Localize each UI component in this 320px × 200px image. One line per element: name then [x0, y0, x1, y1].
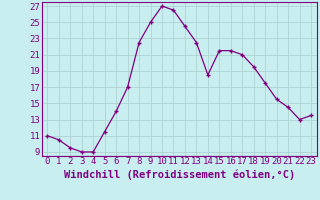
X-axis label: Windchill (Refroidissement éolien,°C): Windchill (Refroidissement éolien,°C) — [64, 169, 295, 180]
